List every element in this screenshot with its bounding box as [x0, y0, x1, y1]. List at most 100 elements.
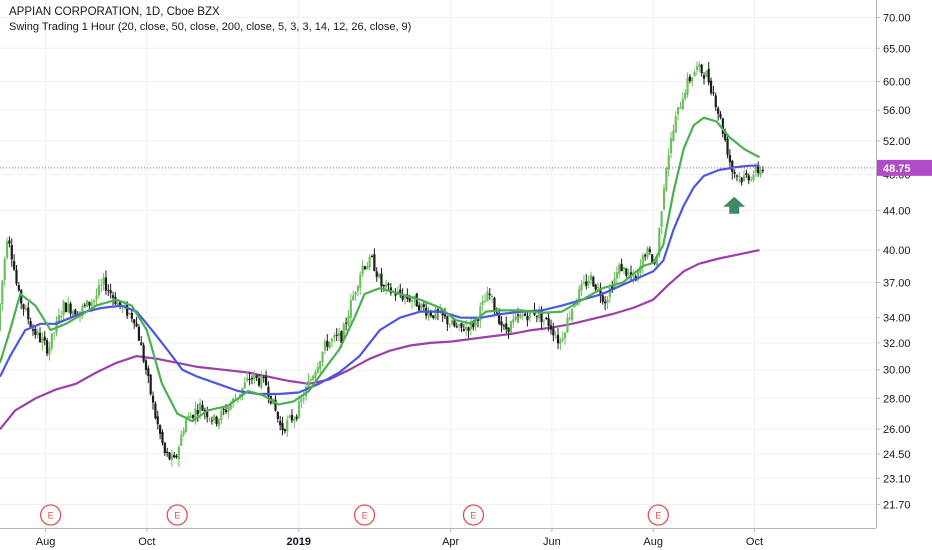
- candle-body: [217, 419, 221, 426]
- candle-body: [516, 314, 520, 316]
- earnings-icon: [166, 504, 188, 526]
- candle-body: [191, 415, 195, 418]
- candle-body: [611, 286, 614, 290]
- time-tick-label: Aug: [643, 536, 663, 548]
- candle-body: [375, 271, 378, 277]
- candle-body: [526, 316, 529, 321]
- candle-body: [613, 278, 616, 289]
- earnings-label: E: [174, 511, 180, 521]
- candle-body: [693, 71, 696, 77]
- candle-body: [394, 292, 397, 296]
- candle-body: [702, 75, 706, 79]
- candle-body: [180, 434, 183, 446]
- candle-body: [144, 360, 148, 371]
- candle-body: [83, 304, 86, 306]
- candle-body: [13, 261, 16, 270]
- candle-body: [250, 378, 254, 380]
- candle-body: [335, 334, 338, 336]
- candle-body: [483, 301, 487, 303]
- candle-body: [481, 301, 484, 305]
- candle-body: [276, 411, 279, 420]
- candle-body: [53, 332, 56, 334]
- candle-body: [90, 302, 93, 306]
- candle-body: [512, 319, 515, 323]
- price-tick-label: 44.00: [883, 205, 911, 217]
- candle-body: [38, 332, 42, 342]
- candle-body: [462, 329, 465, 331]
- candle-body: [615, 272, 618, 279]
- candle-body: [142, 345, 145, 362]
- candle-body: [60, 315, 63, 318]
- candle-body: [349, 300, 352, 318]
- candle-body: [596, 286, 600, 289]
- candle-body: [62, 301, 65, 316]
- grid-lines: [0, 0, 876, 528]
- candle-body: [681, 99, 684, 110]
- candle-body: [606, 299, 609, 304]
- candle-body: [742, 175, 746, 181]
- time-axis[interactable]: Aug Oct 2019 Apr Jun Aug Oct: [0, 528, 876, 548]
- candle-body: [328, 341, 331, 349]
- candle-body: [556, 334, 560, 344]
- candle-body: [281, 423, 284, 431]
- candle-body: [523, 313, 527, 316]
- candle-body: [757, 165, 760, 174]
- candle-body: [288, 415, 291, 418]
- candle-body: [253, 374, 256, 380]
- candle-body: [97, 285, 100, 296]
- candle-body: [107, 289, 110, 291]
- candle-body: [735, 175, 739, 177]
- price-tick-label: 26.00: [883, 424, 911, 436]
- candle-body: [432, 315, 435, 318]
- candle-body: [561, 338, 564, 341]
- candle-body: [679, 107, 682, 109]
- candle-body: [154, 403, 157, 419]
- candle-body: [427, 311, 430, 317]
- candle-body: [667, 155, 670, 170]
- candle-body: [646, 247, 649, 258]
- candle-body: [215, 416, 218, 425]
- candle-body: [547, 318, 550, 326]
- candle-body: [347, 315, 350, 326]
- price-tick-label: 37.00: [883, 278, 911, 290]
- candle-body: [401, 294, 404, 300]
- candle-body: [377, 273, 381, 278]
- candle-body: [486, 291, 489, 302]
- candle-body: [10, 245, 13, 260]
- candle-body: [34, 328, 37, 335]
- candle-body: [601, 295, 604, 302]
- candle-body: [102, 277, 105, 285]
- candle-body: [448, 324, 451, 326]
- candle-body: [453, 320, 456, 327]
- candle-body: [745, 173, 748, 176]
- candle-body: [719, 114, 722, 118]
- candle-body: [636, 270, 640, 280]
- candle-body: [620, 263, 623, 272]
- candle-body: [403, 296, 407, 299]
- candle-body: [196, 410, 199, 415]
- candle-body: [208, 418, 211, 420]
- candle-body: [333, 335, 336, 338]
- candle-body: [187, 415, 190, 420]
- price-axis[interactable]: 70.0065.0060.0056.0052.0048.0044.0040.00…: [876, 0, 932, 550]
- candle-body: [738, 176, 741, 178]
- price-tick-label: 30.00: [883, 365, 911, 377]
- candle-body: [323, 341, 327, 351]
- candle-body: [116, 303, 119, 306]
- candle-body: [3, 258, 6, 280]
- candle-body: [274, 399, 277, 411]
- candle-body: [302, 397, 305, 399]
- candle-body: [446, 316, 449, 325]
- earnings-icon: [462, 504, 485, 526]
- candle-body: [354, 292, 357, 295]
- candle-body: [109, 290, 112, 294]
- candle-body: [707, 68, 710, 83]
- candle-body: [64, 302, 68, 313]
- earnings-label: E: [362, 511, 368, 521]
- candle-body: [279, 421, 282, 426]
- candle-body: [319, 361, 322, 370]
- candle-body: [502, 325, 505, 327]
- candle-body: [420, 303, 423, 309]
- candle-body: [29, 321, 32, 328]
